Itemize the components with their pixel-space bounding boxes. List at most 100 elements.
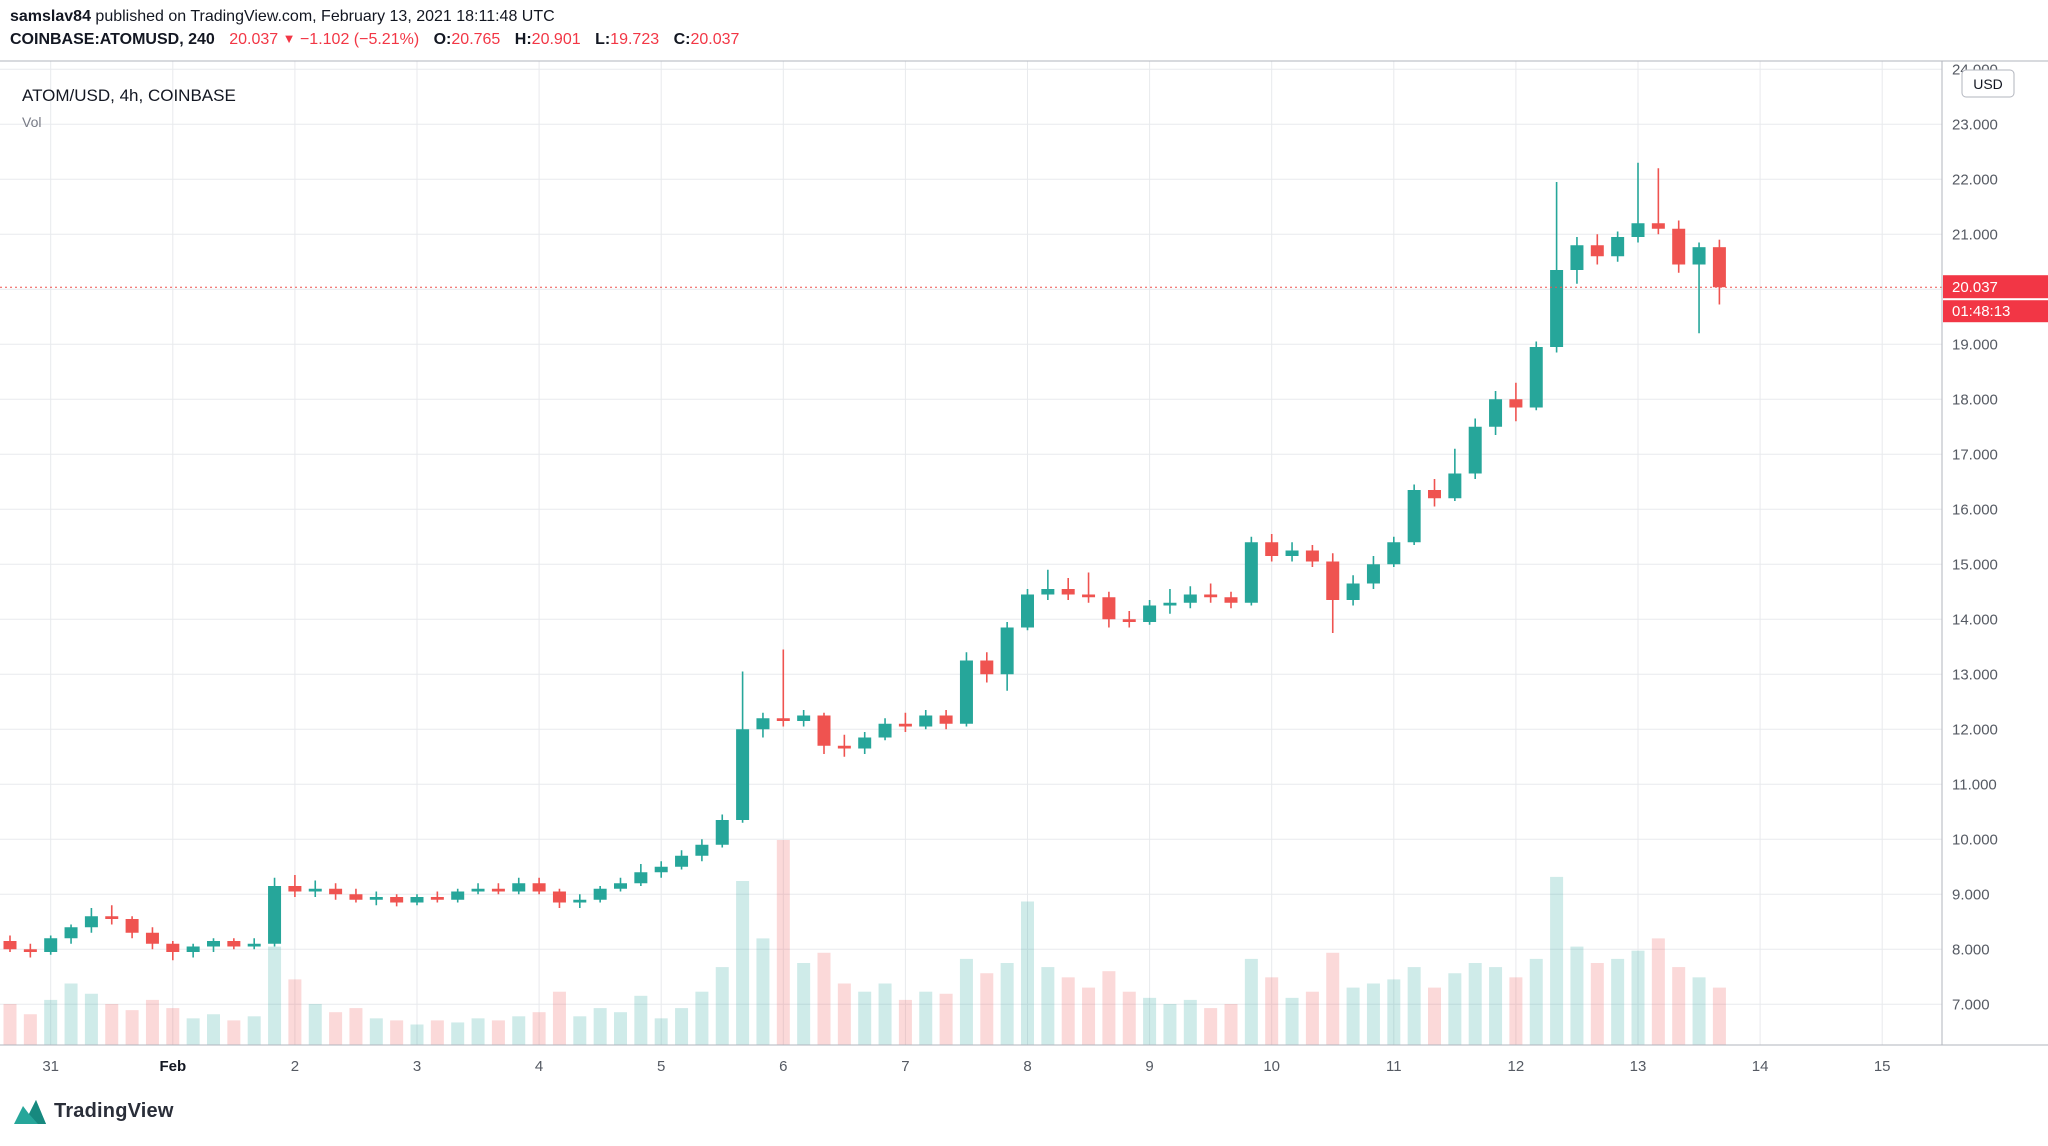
price-axis-label: 22.000: [1952, 171, 1998, 188]
countdown-label: 01:48:13: [1952, 303, 2010, 320]
price-axis[interactable]: [1942, 61, 2048, 1045]
price-axis-label: 17.000: [1952, 446, 1998, 463]
volume-bar: [207, 1014, 220, 1045]
candle-body: [166, 943, 180, 952]
volume-bar: [1143, 997, 1157, 1045]
candle-body: [1285, 550, 1299, 556]
time-axis-label: Feb: [159, 1058, 186, 1075]
candle-body: [1712, 247, 1726, 288]
price-axis-label: 15.000: [1952, 556, 1998, 573]
high-value: 20.901: [531, 31, 581, 48]
candle-body: [1102, 597, 1116, 620]
candle-body: [1529, 347, 1543, 408]
candle-body: [491, 888, 505, 892]
volume-bar: [105, 1004, 119, 1045]
time-axis-label: 11: [1386, 1058, 1402, 1075]
candle-body: [878, 723, 892, 738]
time-axis-label: 5: [657, 1058, 665, 1075]
high-label: H:: [514, 31, 532, 48]
time-axis-label: 15: [1874, 1058, 1891, 1075]
candle-body: [1061, 589, 1075, 595]
volume-bar: [349, 1008, 363, 1045]
open-label: O:: [433, 31, 452, 48]
candle-body: [552, 891, 566, 903]
price-axis-label: 8.000: [1952, 941, 1990, 958]
volume-bar: [858, 991, 872, 1045]
candle-body: [1692, 247, 1706, 265]
candle-body: [1489, 399, 1503, 427]
candle-body: [1428, 490, 1441, 499]
volume-bar: [1244, 958, 1258, 1045]
currency-badge[interactable]: [1961, 69, 2015, 98]
time-axis[interactable]: [0, 1045, 2048, 1090]
volume-bar: [1204, 1008, 1218, 1045]
price-axis-label: 10.000: [1952, 831, 1998, 848]
volume-bar: [1651, 938, 1665, 1045]
legend-symbol[interactable]: ATOM/USD, 4h, COINBASE: [22, 86, 236, 105]
price-axis-label: 18.000: [1952, 391, 1998, 408]
volume-bar: [145, 999, 159, 1045]
symbol-label: COINBASE:ATOMUSD, 240: [10, 31, 215, 48]
time-axis-label: 3: [413, 1058, 421, 1075]
candle-body: [980, 660, 994, 675]
symbol-info-bar: COINBASE:ATOMUSD, 240 20.037 ▼ −1.102 (−…: [0, 26, 2048, 49]
last-price-tag-label: 20.037: [1952, 279, 1998, 296]
candle-body: [64, 927, 78, 939]
candle-body: [797, 715, 811, 721]
volume-bar: [390, 1020, 404, 1045]
volume-bar: [125, 1010, 139, 1045]
candle-body: [512, 883, 526, 892]
candle-body: [634, 872, 648, 884]
candle-body: [1244, 542, 1258, 603]
volume-bar: [939, 993, 953, 1045]
volume-bar: [675, 1008, 689, 1045]
candle-body: [1021, 594, 1034, 628]
volume-bar: [1631, 950, 1645, 1045]
candle-body: [756, 718, 770, 730]
volume-bar: [491, 1020, 505, 1045]
time-axis-label: 4: [535, 1058, 543, 1075]
candle-body: [1082, 594, 1096, 598]
volume-bar: [268, 946, 282, 1045]
candle-body: [1448, 473, 1462, 499]
volume-bar: [898, 999, 912, 1045]
volume-bar: [1326, 952, 1340, 1045]
candle-body: [532, 883, 546, 892]
chart-area: 24.00023.00022.00021.00020.00019.00018.0…: [0, 56, 2048, 1146]
candle-body: [390, 897, 404, 903]
price-axis-label: 13.000: [1952, 666, 1998, 683]
candle-body: [288, 886, 302, 892]
chart-plot-area[interactable]: [0, 61, 1942, 1045]
candle-body: [1265, 542, 1279, 556]
volume-bar: [451, 1022, 465, 1045]
volume-bar: [634, 995, 648, 1045]
candle-body: [145, 932, 159, 944]
candle-body: [1672, 228, 1686, 265]
candle-body: [817, 715, 831, 746]
candle-body: [369, 897, 383, 900]
candle-body: [1346, 583, 1360, 600]
candle-body: [939, 715, 953, 724]
tradingview-logo[interactable]: TradingView: [14, 1098, 174, 1124]
candle-body: [1326, 561, 1340, 600]
candle-body: [186, 946, 200, 952]
volume-bar: [1611, 958, 1625, 1045]
candle-body: [1651, 223, 1665, 229]
volume-bar: [756, 938, 770, 1045]
candle-body: [654, 866, 668, 873]
candle-body: [207, 941, 220, 947]
volume-bar: [878, 983, 892, 1045]
volume-bar: [1448, 973, 1462, 1045]
volume-bar: [654, 1018, 668, 1045]
tradingview-logo-icon: [14, 1100, 46, 1124]
candle-body: [715, 820, 729, 845]
candle-body: [268, 886, 282, 944]
candle-body: [471, 888, 485, 892]
low-value: 19.723: [610, 31, 660, 48]
down-arrow-icon: ▼: [282, 31, 296, 46]
volume-bar: [512, 1016, 526, 1045]
candle-body: [23, 949, 37, 952]
volume-bar: [695, 991, 709, 1045]
legend-volume[interactable]: Vol: [22, 114, 42, 130]
